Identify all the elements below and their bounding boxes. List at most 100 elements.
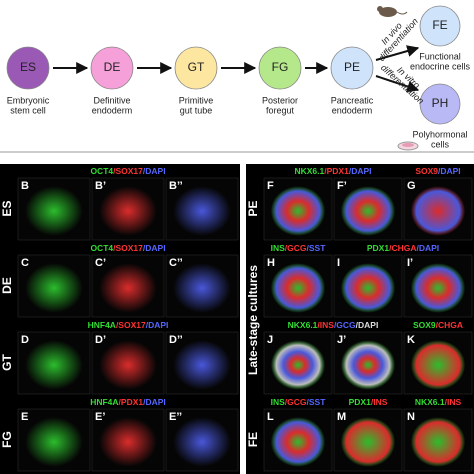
panel-letter: I’ (407, 257, 413, 269)
stain-part: /SST (307, 397, 327, 407)
row-label: ES (0, 200, 14, 216)
stage-label: GT (188, 60, 205, 74)
row-label-text: DE (0, 277, 14, 294)
stain-part: /PDX1 (324, 166, 349, 176)
stain-part: /SOX17 (113, 166, 143, 176)
stain-header: INS/GCG/SST (271, 243, 327, 253)
stain-part: /DAPI (143, 166, 166, 176)
stain-part: HNF4A (90, 397, 118, 407)
stain-part: SOX9 (415, 166, 438, 176)
cell-cluster (410, 340, 466, 390)
stain-header: HNF4A/SOX17/DAPI (88, 320, 169, 330)
stain-header: NKX6.1/INS/GCG/DAPI (288, 320, 379, 330)
row-label-text: GT (0, 354, 14, 371)
stage-caption: Pancreatic (331, 95, 374, 105)
arrow (375, 45, 420, 61)
stain-part: /GCG (334, 320, 356, 330)
stage-caption: Primitive (179, 95, 214, 105)
stain-part: /DAPI (143, 397, 166, 407)
cell-cluster (25, 417, 83, 467)
cell-cluster (340, 340, 396, 390)
stage-caption: stem cell (10, 105, 46, 115)
stain-header: PDX1/INS (349, 397, 388, 407)
stain-part: /SOX17 (116, 320, 146, 330)
stain-part: /SST (307, 243, 327, 253)
stain-part: HNF4A (88, 320, 116, 330)
late-stage-label: Late-stage cultures (246, 265, 260, 375)
panel-letter: C’’ (169, 257, 183, 269)
outcome-caption: Functional (419, 51, 461, 61)
cell-cluster (340, 186, 396, 236)
cell-cluster (99, 186, 157, 236)
panel-letter: B’ (95, 180, 106, 192)
stage-caption: gut tube (180, 105, 213, 115)
cell-cluster (173, 186, 231, 236)
row-label: PE (246, 200, 260, 216)
stain-part: /DAPI (356, 320, 379, 330)
cell-cluster (270, 186, 326, 236)
panel-letter: I (337, 257, 340, 269)
stain-part: /DAPI (349, 166, 372, 176)
row-label: DE (0, 277, 14, 294)
panel-letter: G (407, 180, 416, 192)
panel-letter: C (21, 257, 29, 269)
stain-header: INS/GCG/SST (271, 397, 327, 407)
stage-label: DE (104, 60, 121, 74)
row-label-text: ES (0, 200, 14, 216)
panel-letter: N (407, 411, 415, 423)
row-label-text: FG (0, 431, 14, 448)
late-stage-text: Late-stage cultures (246, 265, 260, 375)
row-label: GT (0, 354, 14, 371)
stain-header: HNF4A/PDX1/DAPI (90, 397, 166, 407)
stain-part: OCT4 (90, 166, 113, 176)
stain-part: /DAPI (438, 166, 461, 176)
panel-letter: K (407, 334, 415, 346)
stain-part: /DAPI (143, 243, 166, 253)
stain-part: NKX6.1 (415, 397, 445, 407)
cell-cluster (173, 340, 231, 390)
cell-cluster (410, 186, 466, 236)
outcome-caption: cells (431, 139, 450, 149)
stain-part: /INS (445, 397, 462, 407)
stain-part: /CHGA (389, 243, 416, 253)
panel-letter: E’’ (169, 411, 182, 423)
stain-header: OCT4/SOX17/DAPI (90, 166, 165, 176)
panel-letter: E’ (95, 411, 105, 423)
cell-cluster (270, 263, 326, 313)
stain-part: /GCG (285, 243, 307, 253)
stage-caption: foregut (266, 105, 295, 115)
stain-header: NKX6.1/PDX1/DAPI (294, 166, 371, 176)
stain-part: SOX9 (413, 320, 436, 330)
stage-label: FG (272, 60, 289, 74)
panel-letter: F’ (337, 180, 347, 192)
stage-caption: endoderm (332, 105, 373, 115)
stain-part: INS (271, 243, 286, 253)
stain-part: NKX6.1 (288, 320, 318, 330)
outcome-label: FE (432, 18, 447, 32)
dish-icon (397, 141, 419, 151)
stain-part: NKX6.1 (294, 166, 324, 176)
stain-part: /INS (371, 397, 388, 407)
row-label-text: PE (246, 200, 260, 216)
row-label-text: FE (246, 432, 260, 447)
stain-part: /DAPI (416, 243, 439, 253)
outcome-label: PH (432, 96, 449, 110)
cell-cluster (25, 186, 83, 236)
stain-part: /INS (317, 320, 334, 330)
stage-circle (6, 46, 50, 90)
cell-cluster (410, 417, 466, 467)
stage-caption: endoderm (92, 105, 133, 115)
stage-label: ES (20, 60, 36, 74)
panel-letter: L (267, 411, 274, 423)
mouse-icon (377, 6, 408, 17)
outcome-circle (419, 5, 461, 47)
cell-cluster (99, 417, 157, 467)
cell-cluster (270, 340, 326, 390)
panel-letter: D (21, 334, 29, 346)
cell-cluster (270, 417, 326, 467)
stage-circle (330, 46, 374, 90)
stain-part: /GCG (285, 397, 307, 407)
panel-letter: J (267, 334, 273, 346)
stage-label: PE (344, 60, 360, 74)
outcome-circle (419, 83, 461, 125)
